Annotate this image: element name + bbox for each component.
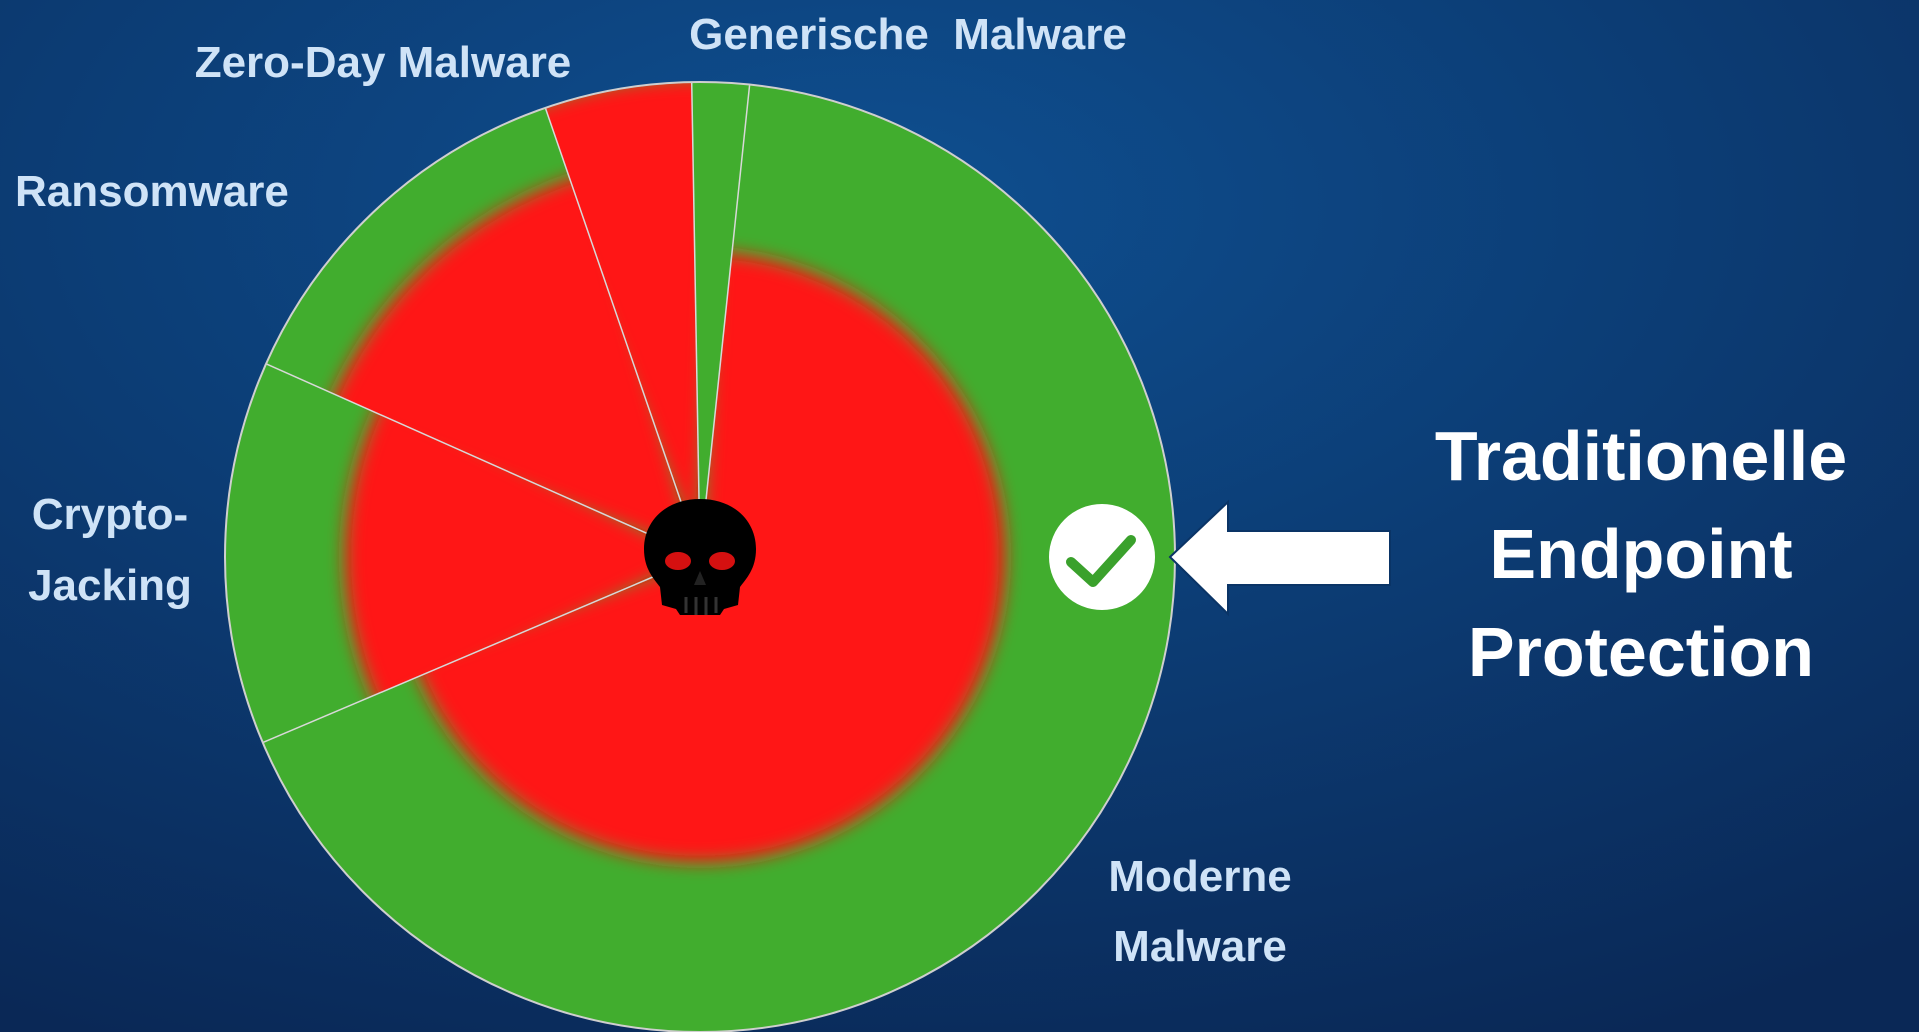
segment-label: Moderne [1108, 852, 1291, 901]
slice [691, 82, 750, 557]
slice-divider [690, 82, 701, 558]
segment-label: Ransomware [15, 167, 289, 216]
segment-label: Crypto- [32, 490, 188, 539]
title-line: Protection [1468, 613, 1814, 691]
slice-threat [345, 395, 700, 713]
slice-divider [699, 84, 751, 558]
slice-divider [265, 363, 701, 558]
skull-icon [644, 499, 756, 615]
title-line: Traditionelle [1435, 417, 1847, 495]
segment-label: Zero-Day Malware [195, 38, 572, 87]
title-line: Endpoint [1489, 515, 1792, 593]
slice-divider [544, 107, 701, 558]
check-badge [1049, 504, 1155, 610]
segment-label: Malware [1113, 922, 1287, 971]
arrow [1168, 499, 1391, 617]
segment-label: Generische Malware [689, 10, 1127, 59]
segment-label: Jacking [28, 561, 192, 610]
slice-divider [262, 556, 701, 744]
